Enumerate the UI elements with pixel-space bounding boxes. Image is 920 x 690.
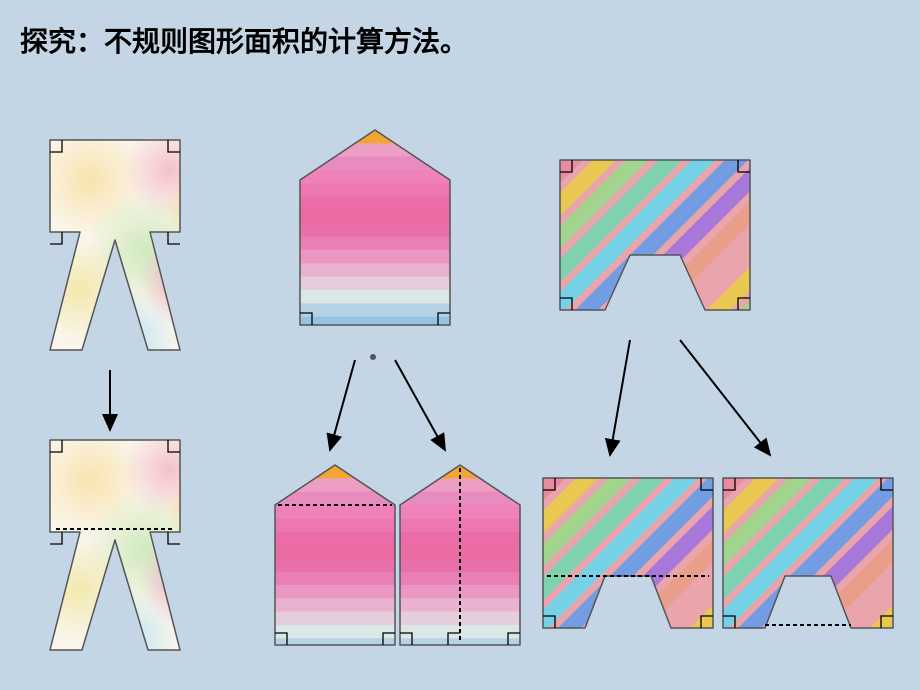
arrow bbox=[610, 340, 630, 455]
shape-shape1_bottom bbox=[50, 440, 180, 650]
shape-shape1_top bbox=[50, 140, 180, 350]
shape-bridge_bl bbox=[543, 478, 713, 628]
arrow bbox=[330, 360, 355, 450]
shape-bridge_br bbox=[723, 478, 893, 628]
shape-house_br bbox=[400, 465, 520, 645]
shape-bridge_top bbox=[560, 160, 750, 310]
shapes-svg bbox=[0, 0, 920, 690]
arrow bbox=[395, 360, 445, 450]
arrow bbox=[680, 340, 770, 455]
shape-house_bl bbox=[275, 465, 395, 645]
shape-house_top bbox=[300, 130, 450, 325]
slide-page: 探究：不规则图形面积的计算方法。 bbox=[0, 0, 920, 690]
slide-progress-dot bbox=[370, 354, 376, 360]
